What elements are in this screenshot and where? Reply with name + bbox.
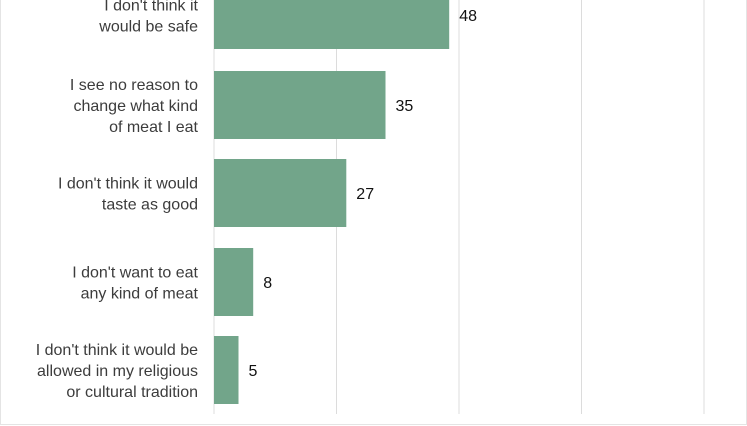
- category-label: I see no reason to change what kind of mea…: [70, 77, 199, 136]
- value-label: 8: [263, 275, 272, 292]
- category-label: I don't think it would taste as good: [58, 176, 198, 214]
- category-label: I don't think it would be allowed in my r…: [36, 342, 198, 401]
- bar: [214, 0, 450, 49]
- bar: [214, 71, 386, 139]
- category-label: I don't want to eat any kind of meat: [72, 265, 198, 303]
- bars: [214, 0, 450, 404]
- bar: [214, 159, 347, 227]
- category-label: I don't think it would be safe: [98, 0, 198, 36]
- value-label: 27: [356, 186, 374, 203]
- value-label: 48: [459, 8, 477, 25]
- category-labels: I don't think it would be safe I see no re…: [36, 0, 199, 401]
- value-label: 5: [249, 363, 258, 380]
- bar: [214, 248, 254, 316]
- bar: [214, 336, 239, 404]
- value-labels: 48 35 27 8 5: [249, 8, 478, 380]
- value-label: 35: [396, 98, 414, 115]
